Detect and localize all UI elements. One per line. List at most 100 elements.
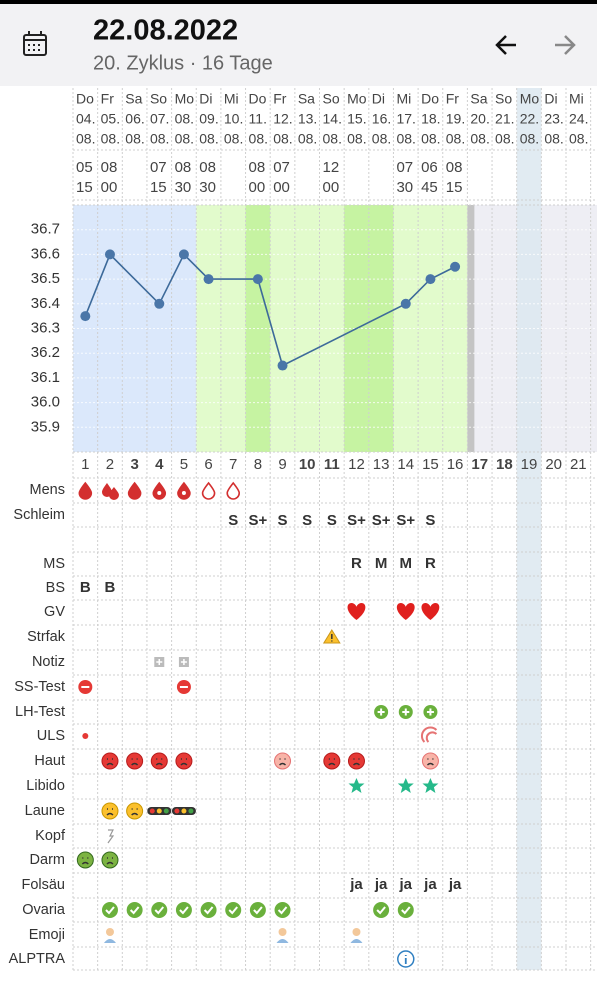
title: 22.08.2022 <box>93 15 238 47</box>
prev-arrow[interactable] <box>495 35 516 55</box>
cell-value: ja <box>349 876 363 893</box>
time: 00 <box>273 179 290 196</box>
date: 14. <box>323 111 342 127</box>
row-label: Laune <box>25 803 65 819</box>
date: 08. <box>175 111 194 127</box>
day-number: 3 <box>130 456 138 473</box>
icon <box>421 752 439 770</box>
weekday: Di <box>372 91 385 107</box>
light <box>163 808 169 814</box>
icon <box>107 829 115 844</box>
subtitle: 20. Zyklus · 16 Tage <box>93 52 273 74</box>
calendar-icon[interactable] <box>23 31 47 56</box>
next-arrow[interactable] <box>555 35 576 55</box>
date: 24. <box>569 111 588 127</box>
cell-value: ja <box>423 876 437 893</box>
time: 15 <box>446 179 463 196</box>
month: 08. <box>544 131 563 147</box>
day-number: 4 <box>155 456 164 473</box>
cell-value: S+ <box>347 512 366 529</box>
weekday: Sa <box>125 91 142 107</box>
ck <box>401 906 411 915</box>
icon <box>175 752 193 770</box>
cell-value: ja <box>448 876 462 893</box>
temp-line <box>84 252 456 367</box>
date: 22. <box>520 111 539 127</box>
month: 08. <box>396 131 415 147</box>
cell-value: M <box>375 555 388 572</box>
eyes <box>131 758 139 766</box>
cell-value: S+ <box>248 512 267 529</box>
dot <box>181 491 186 495</box>
date: 06. <box>125 111 144 127</box>
row-label: Strfak <box>27 629 66 645</box>
c <box>373 902 390 918</box>
cell-value: S <box>425 512 435 529</box>
date: 23. <box>544 111 563 127</box>
head <box>278 928 287 936</box>
face <box>175 752 193 770</box>
c <box>249 902 266 918</box>
row-label: Notiz <box>32 654 65 670</box>
date: 13. <box>298 111 317 127</box>
weekday: Mo <box>175 91 195 107</box>
icon <box>175 902 192 918</box>
p <box>377 708 385 716</box>
row-label: ULS <box>37 728 65 744</box>
date: 16. <box>372 111 391 127</box>
ck <box>154 906 165 915</box>
y-tick-label: 35.9 <box>31 418 60 435</box>
day-number: 2 <box>106 456 114 473</box>
time: 08 <box>101 159 118 176</box>
time: 30 <box>396 179 413 196</box>
y-tick-label: 36.6 <box>31 245 60 262</box>
cell-value: R <box>351 555 362 572</box>
icon <box>397 902 414 918</box>
c <box>397 902 414 918</box>
heart <box>421 603 440 620</box>
cell-value: B <box>80 579 91 596</box>
cell-value: S <box>302 512 312 529</box>
time: 08 <box>249 159 266 176</box>
eyes <box>155 758 163 766</box>
weekday: So <box>495 91 512 107</box>
eyes <box>328 758 336 766</box>
icon <box>103 928 116 943</box>
light <box>149 808 155 814</box>
time: 45 <box>421 179 438 196</box>
weekday: Sa <box>298 91 315 107</box>
row-label: Mens <box>30 482 65 498</box>
time: 07 <box>150 159 167 176</box>
month: 08. <box>175 131 194 147</box>
day-number: 1 <box>81 456 89 473</box>
icon <box>323 752 341 770</box>
temp-point <box>277 360 288 371</box>
weekday: Fr <box>273 91 287 107</box>
day-number: 16 <box>447 456 464 473</box>
icon <box>225 902 242 918</box>
cell-value: R <box>425 555 436 572</box>
month: 08. <box>495 131 514 147</box>
icon <box>126 802 144 820</box>
weekday: Mi <box>224 91 239 107</box>
time: 30 <box>175 179 192 196</box>
time: 00 <box>249 179 266 196</box>
p <box>426 708 434 716</box>
y-tick-label: 36.2 <box>31 344 60 361</box>
icon <box>151 902 168 918</box>
body <box>276 939 289 943</box>
c <box>225 902 242 918</box>
day-number: 17 <box>471 456 488 473</box>
drop <box>226 481 241 500</box>
y-tick-label: 36.5 <box>31 270 60 287</box>
day-number: 9 <box>278 456 286 473</box>
bolt <box>107 829 115 844</box>
eyes <box>279 758 287 766</box>
status-bar <box>0 0 597 4</box>
star <box>397 778 414 793</box>
icon <box>147 807 172 815</box>
c <box>126 902 143 918</box>
month: 08. <box>125 131 144 147</box>
time: 08 <box>175 159 192 176</box>
icon <box>178 657 189 667</box>
